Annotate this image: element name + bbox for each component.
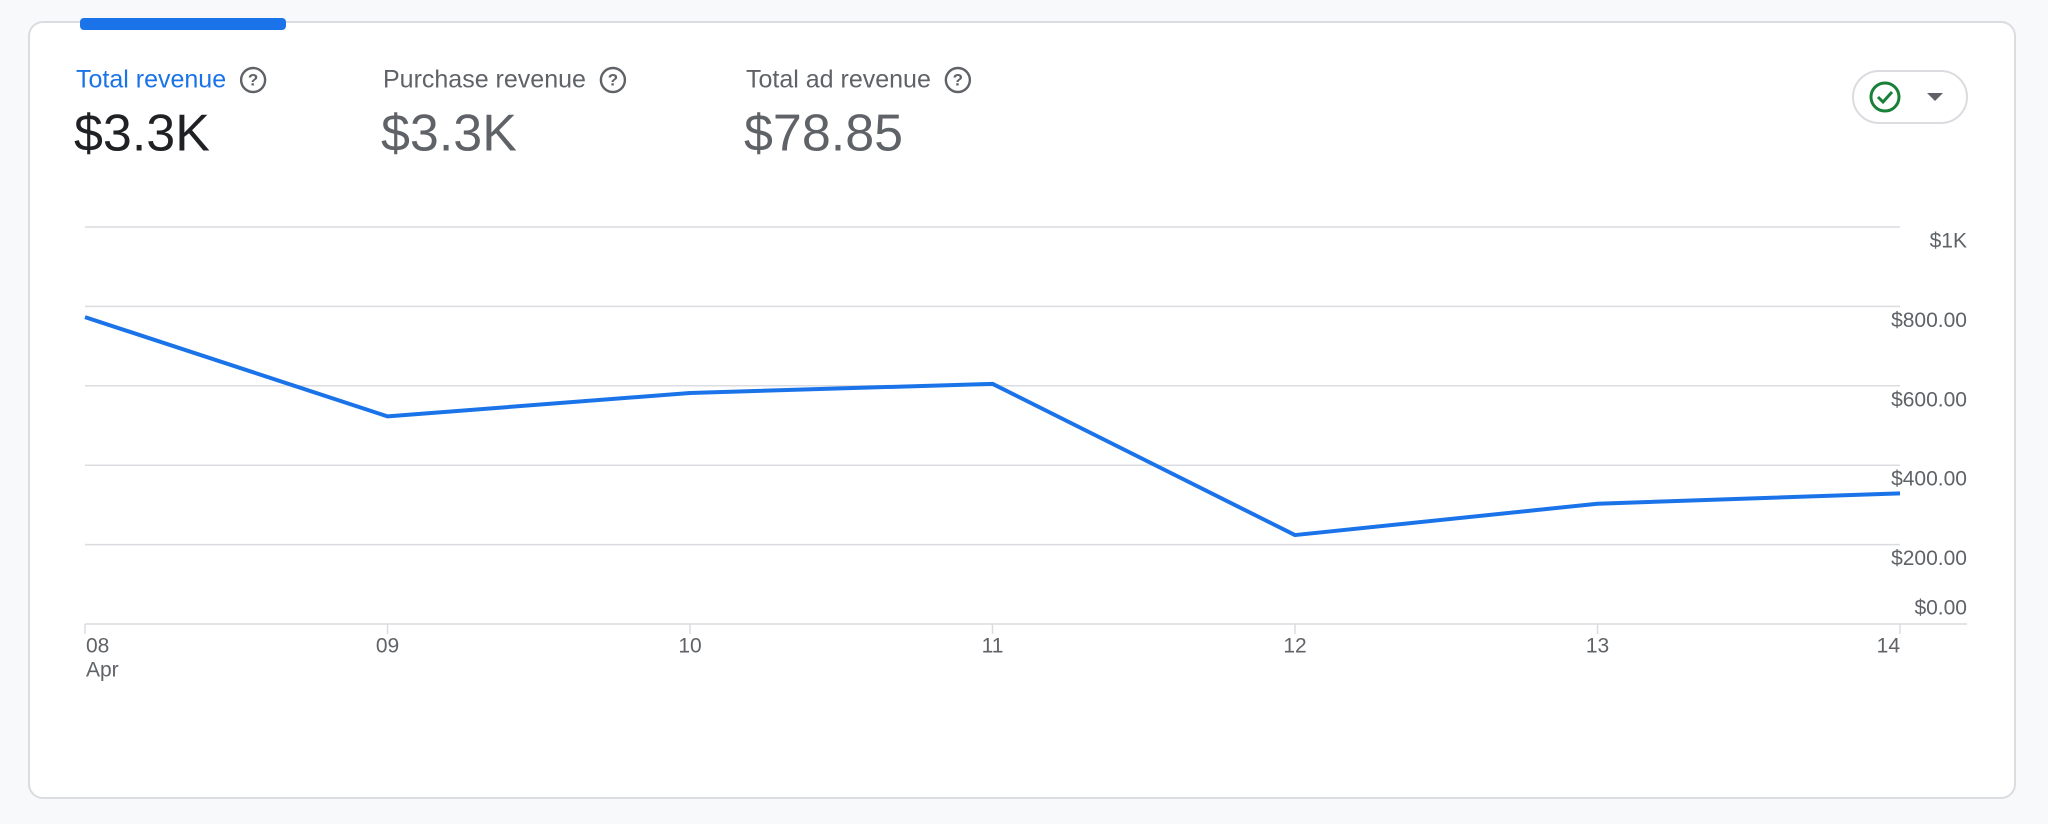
help-mark: ? (953, 70, 963, 89)
metric-label[interactable]: Total revenue (76, 66, 226, 94)
y-tick-label: $200.00 (1891, 547, 1967, 570)
help-icon (599, 66, 627, 94)
compare-button[interactable] (1852, 70, 1968, 124)
data-line (84, 315, 1901, 538)
metric-value: $3.3K (381, 105, 517, 163)
x-tick-label: 10 (678, 635, 701, 658)
metric-label[interactable]: Total ad revenue (746, 66, 931, 94)
x-tick-label: 12 (1283, 635, 1306, 658)
card (28, 21, 2016, 799)
y-tick-label: $1K (1930, 230, 1967, 253)
help-icon (944, 66, 972, 94)
check-icon (1869, 81, 1901, 113)
check-mark (1876, 90, 1894, 105)
x-tick-label: 09 (376, 635, 399, 658)
x-tick-label: 14 (1877, 635, 1901, 658)
metric-label[interactable]: Purchase revenue (383, 66, 586, 94)
x-sublabel: Apr (86, 659, 119, 682)
y-tick-label: $400.00 (1891, 468, 1967, 491)
dropdown-arrow (1927, 93, 1943, 101)
help-mark: ? (248, 70, 258, 89)
y-tick-label: $800.00 (1891, 309, 1967, 332)
x-tick-label: 08 (86, 635, 109, 658)
x-tick-label: 11 (982, 635, 1004, 658)
y-tick-label: $0.00 (1914, 597, 1967, 620)
tab-indicator (80, 18, 286, 30)
metric-value: $3.3K (74, 105, 210, 163)
y-tick-label: $600.00 (1891, 388, 1967, 411)
metric-value: $78.85 (744, 105, 903, 163)
help-mark: ? (608, 70, 618, 89)
help-icon (239, 66, 267, 94)
x-tick-label: 13 (1586, 635, 1609, 658)
